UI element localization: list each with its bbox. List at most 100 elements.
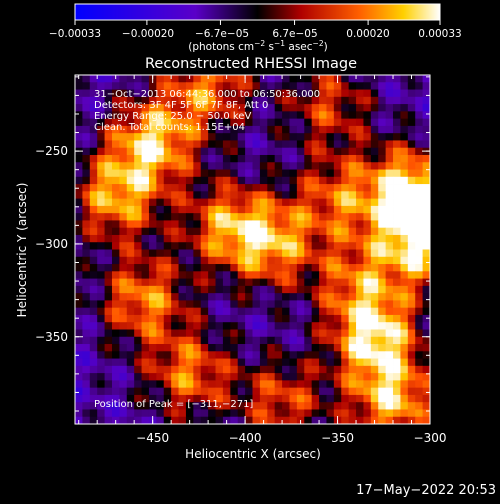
heatmap-cell — [296, 111, 305, 120]
heatmap-cell — [230, 271, 239, 279]
heatmap-cell — [319, 89, 327, 98]
heatmap-cell — [163, 314, 172, 323]
heatmap-cell — [178, 89, 187, 98]
heatmap-cell — [282, 198, 290, 207]
heatmap-cell — [252, 249, 261, 258]
heatmap-cell — [134, 125, 142, 134]
heatmap-cell — [415, 162, 424, 170]
heatmap-cell — [274, 96, 283, 105]
heatmap-cell — [341, 351, 350, 359]
heatmap-cell — [400, 344, 409, 352]
heatmap-cell — [75, 293, 83, 301]
heatmap-cell — [89, 75, 98, 83]
heatmap-cell — [363, 220, 372, 229]
heatmap-cell — [215, 213, 224, 221]
colorbar-tick-label: −6.7e−05 — [195, 28, 249, 40]
heatmap-cell — [126, 89, 135, 98]
heatmap-cell — [311, 249, 320, 258]
heatmap-cell — [245, 75, 253, 83]
heatmap-cell — [141, 82, 150, 90]
heatmap-cell — [282, 162, 290, 170]
heatmap-cell — [267, 307, 276, 316]
heatmap-cell — [97, 104, 105, 112]
heatmap-cell — [126, 387, 135, 396]
heatmap-cell — [407, 307, 416, 316]
heatmap-cell — [208, 111, 216, 120]
heatmap-cell — [171, 96, 179, 105]
heatmap-cell — [193, 278, 202, 287]
heatmap-cell — [267, 264, 276, 272]
heatmap-cell — [267, 213, 276, 221]
heatmap-cell — [407, 220, 416, 229]
heatmap-cell — [407, 351, 416, 359]
heatmap-cell — [282, 271, 290, 279]
heatmap-cell — [119, 104, 128, 112]
heatmap-cell — [259, 220, 268, 229]
heatmap-cell — [289, 169, 298, 178]
annotation-detectors: Detectors: 3F 4F 5F 6F 7F 8F, Att 0 — [94, 100, 268, 111]
heatmap-cell — [304, 394, 313, 403]
heatmap-cell — [333, 184, 342, 192]
heatmap-cell — [289, 125, 298, 134]
heatmap-cell — [400, 154, 409, 163]
heatmap-cell — [259, 104, 268, 112]
heatmap-cell — [97, 89, 105, 98]
heatmap-cell — [208, 285, 216, 294]
heatmap-cell — [356, 213, 364, 221]
heatmap-cell — [134, 256, 142, 265]
heatmap-cell — [311, 118, 320, 127]
heatmap-cell — [215, 293, 224, 301]
heatmap-cell — [230, 264, 239, 272]
heatmap-cell — [282, 242, 290, 250]
heatmap-cell — [97, 387, 105, 396]
heatmap-cell — [171, 314, 179, 323]
heatmap-cell — [171, 75, 179, 83]
heatmap-cell — [422, 205, 431, 214]
heatmap-cell — [215, 314, 224, 323]
heatmap-cell — [89, 264, 98, 272]
heatmap-cell — [348, 373, 357, 381]
heatmap-cell — [267, 365, 276, 374]
heatmap-cell — [237, 380, 246, 389]
heatmap-cell — [200, 191, 209, 199]
heatmap-cell — [296, 220, 305, 229]
heatmap-cell — [415, 387, 424, 396]
heatmap-cell — [348, 133, 357, 141]
heatmap-cell — [97, 162, 105, 170]
heatmap-cell — [126, 205, 135, 214]
heatmap-cell — [393, 125, 401, 134]
heatmap-cell — [75, 264, 83, 272]
heatmap-cell — [296, 96, 305, 105]
heatmap-cell — [259, 322, 268, 330]
colorbar-ticks — [74, 20, 441, 25]
heatmap-cell — [185, 402, 194, 410]
heatmap-cell — [245, 285, 253, 294]
heatmap-cell — [245, 409, 253, 418]
heatmap-cell — [348, 394, 357, 403]
heatmap-cell — [311, 125, 320, 134]
heatmap-cell — [119, 293, 128, 301]
heatmap-cell — [274, 380, 283, 389]
heatmap-cell — [82, 402, 91, 410]
heatmap-cell — [259, 89, 268, 98]
heatmap-cell — [378, 89, 387, 98]
heatmap-cell — [126, 154, 135, 163]
heatmap-cell — [363, 409, 372, 418]
heatmap-cell — [259, 329, 268, 338]
heatmap-cell — [148, 380, 157, 389]
heatmap-cell — [356, 176, 364, 185]
heatmap-cell — [370, 300, 379, 309]
heatmap-cell — [126, 416, 135, 425]
heatmap-cell — [333, 169, 342, 178]
heatmap-cell — [215, 191, 224, 199]
heatmap-cell — [134, 104, 142, 112]
heatmap-cell — [422, 307, 431, 316]
heatmap-cell — [141, 329, 150, 338]
heatmap-cell — [259, 365, 268, 374]
heatmap-cell — [119, 125, 128, 134]
heatmap-cell — [193, 234, 202, 243]
heatmap-cell — [178, 154, 187, 163]
heatmap-cell — [415, 409, 424, 418]
heatmap-cell — [267, 133, 276, 141]
heatmap-cell — [89, 293, 98, 301]
